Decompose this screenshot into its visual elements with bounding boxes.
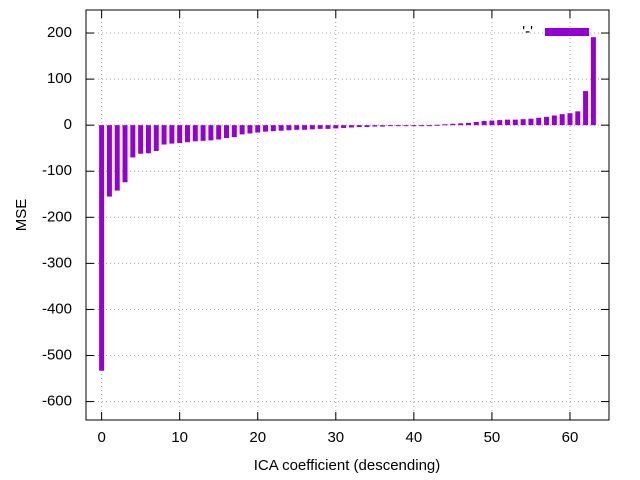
bar xyxy=(145,125,151,154)
bar xyxy=(130,125,136,158)
bar xyxy=(419,125,425,127)
bar xyxy=(216,125,222,140)
bar xyxy=(192,125,198,142)
bar xyxy=(356,125,362,128)
bar xyxy=(255,125,261,133)
bar xyxy=(348,125,354,128)
bar xyxy=(387,125,393,127)
bar xyxy=(270,125,276,132)
bar xyxy=(286,125,292,131)
bar xyxy=(161,125,167,145)
bar xyxy=(434,124,440,126)
bar xyxy=(411,125,417,127)
bar xyxy=(575,111,581,126)
bar xyxy=(512,119,518,126)
bar xyxy=(239,125,245,135)
bar xyxy=(309,125,315,130)
bar xyxy=(317,125,323,129)
bar xyxy=(372,125,378,127)
y-tick-label: 0 xyxy=(64,116,72,133)
bar xyxy=(489,120,495,126)
bar xyxy=(106,125,112,197)
bar xyxy=(224,125,230,139)
bar xyxy=(481,121,487,126)
bar xyxy=(302,125,308,130)
bar xyxy=(99,125,105,371)
bar xyxy=(247,125,253,134)
bar xyxy=(395,125,401,127)
bar xyxy=(333,125,339,129)
y-tick-label: -400 xyxy=(42,300,72,317)
bar xyxy=(536,117,542,126)
x-tick-label: 10 xyxy=(171,429,188,446)
y-tick-label: 200 xyxy=(47,24,72,41)
bar xyxy=(450,123,456,126)
bar xyxy=(231,125,237,138)
bar xyxy=(177,125,183,144)
legend-label: '-' xyxy=(522,23,533,40)
y-tick-label: -600 xyxy=(42,393,72,410)
x-tick-label: 0 xyxy=(97,429,105,446)
x-axis-label: ICA coefficient (descending) xyxy=(254,457,441,474)
bar xyxy=(544,116,550,126)
bar xyxy=(138,125,144,154)
plot-border xyxy=(85,9,610,421)
bar xyxy=(200,125,206,141)
y-tick-label: -100 xyxy=(42,162,72,179)
bar xyxy=(184,125,190,143)
bar xyxy=(473,121,479,126)
y-tick-label: 100 xyxy=(47,70,72,87)
bar xyxy=(551,115,557,126)
x-tick-label: 60 xyxy=(562,429,579,446)
bar xyxy=(520,119,526,126)
bar xyxy=(364,125,370,128)
bar xyxy=(169,125,175,144)
x-tick-label: 30 xyxy=(327,429,344,446)
bar xyxy=(114,125,120,191)
bar xyxy=(426,125,432,127)
x-tick-label: 50 xyxy=(484,429,501,446)
bar xyxy=(505,119,511,126)
y-axis-label: MSE xyxy=(13,199,30,232)
bar xyxy=(567,113,573,126)
x-tick-label: 20 xyxy=(249,429,266,446)
bar xyxy=(465,122,471,126)
bar xyxy=(380,125,386,127)
bar xyxy=(208,125,214,141)
bar xyxy=(559,114,565,126)
bar xyxy=(583,91,589,126)
bar xyxy=(263,125,269,132)
bar xyxy=(403,125,409,127)
bar xyxy=(122,125,128,183)
y-tick-label: -200 xyxy=(42,208,72,225)
bar xyxy=(153,125,159,151)
bar xyxy=(341,125,347,128)
y-tick-label: -500 xyxy=(42,346,72,363)
bar xyxy=(442,124,448,126)
bar xyxy=(528,118,534,126)
bar xyxy=(590,37,596,126)
bar xyxy=(294,125,300,130)
legend-swatch xyxy=(545,28,589,36)
bar xyxy=(325,125,331,129)
bar xyxy=(497,120,503,126)
bar xyxy=(458,123,464,126)
bar xyxy=(278,125,284,131)
y-tick-label: -300 xyxy=(42,254,72,271)
x-tick-label: 40 xyxy=(406,429,423,446)
